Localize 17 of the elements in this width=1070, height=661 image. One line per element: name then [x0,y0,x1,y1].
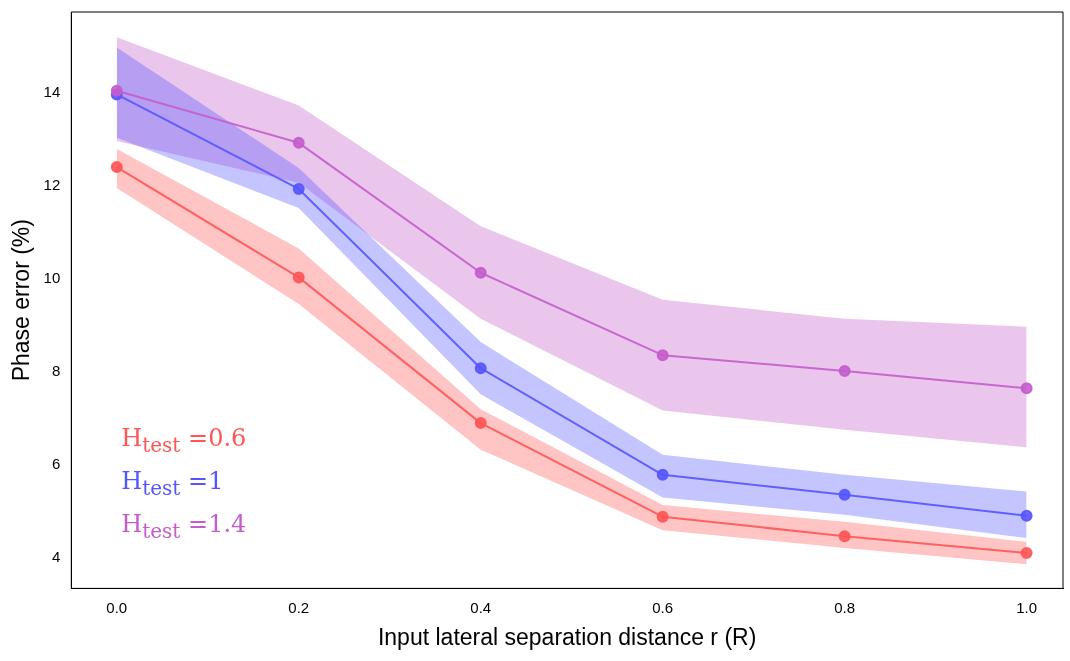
y-tick-label: 4 [51,548,61,566]
y-tick-label: 12 [43,175,61,193]
y-tick-label: 14 [43,82,61,100]
x-tick-label: 0.4 [470,598,492,616]
x-tick-label: 0.2 [288,598,310,616]
text: H$_{test}$ =1.4 [121,509,247,545]
x-tick-label: 0.6 [652,598,674,616]
x-tick-label: 1.0 [1016,598,1038,616]
x-tick-label: 0.8 [834,598,856,616]
text: H$_{test}$ =0.6 [121,423,247,460]
y-tick-label: 10 [43,268,61,286]
y-axis-title: Phase error (%) [8,219,35,382]
text: H$_{test}$ =1 [121,466,225,502]
x-tick-label: 0.0 [106,598,128,616]
y-tick-label: 8 [51,362,61,380]
y-tick-label: 6 [51,455,61,473]
x-axis-title: Input lateral separation distance r (R) [377,623,757,650]
